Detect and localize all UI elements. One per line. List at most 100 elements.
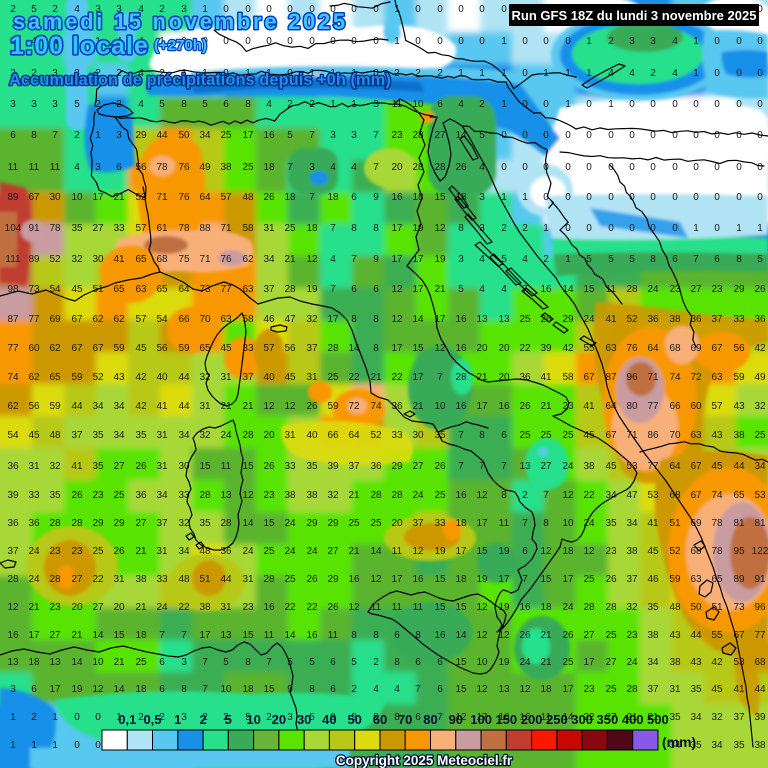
svg-text:0: 0 xyxy=(266,36,272,47)
svg-text:18: 18 xyxy=(135,630,147,641)
svg-text:12: 12 xyxy=(562,490,574,501)
svg-text:15: 15 xyxy=(242,630,254,641)
svg-text:24: 24 xyxy=(28,546,40,557)
svg-text:46: 46 xyxy=(647,574,659,585)
svg-text:15: 15 xyxy=(455,657,467,668)
svg-text:4: 4 xyxy=(138,36,144,47)
svg-text:300: 300 xyxy=(571,712,593,727)
svg-text:1: 1 xyxy=(31,740,37,751)
svg-text:0: 0 xyxy=(629,192,635,203)
svg-text:0: 0 xyxy=(650,99,656,110)
svg-text:1: 1 xyxy=(565,68,571,79)
svg-text:17: 17 xyxy=(391,343,403,354)
svg-text:8: 8 xyxy=(373,343,379,354)
svg-text:59: 59 xyxy=(113,343,125,354)
svg-text:0: 0 xyxy=(565,130,571,141)
svg-text:77: 77 xyxy=(754,630,766,641)
svg-text:37: 37 xyxy=(348,461,360,472)
svg-text:0: 0 xyxy=(693,130,699,141)
svg-text:12: 12 xyxy=(263,401,275,412)
svg-text:31: 31 xyxy=(284,430,296,441)
svg-text:3: 3 xyxy=(52,99,58,110)
svg-text:8: 8 xyxy=(458,223,464,234)
svg-text:17: 17 xyxy=(434,314,446,325)
svg-text:31: 31 xyxy=(199,401,211,412)
svg-text:8: 8 xyxy=(181,99,187,110)
svg-text:17: 17 xyxy=(199,630,211,641)
svg-text:57: 57 xyxy=(220,192,232,203)
svg-text:47: 47 xyxy=(626,490,638,501)
svg-text:42: 42 xyxy=(711,657,723,668)
svg-text:9: 9 xyxy=(373,254,379,265)
svg-text:63: 63 xyxy=(220,314,232,325)
svg-text:5: 5 xyxy=(287,130,293,141)
svg-text:34: 34 xyxy=(156,490,168,501)
svg-text:57: 57 xyxy=(263,343,275,354)
svg-text:45: 45 xyxy=(647,546,659,557)
svg-text:38: 38 xyxy=(669,657,681,668)
svg-text:19: 19 xyxy=(434,546,446,557)
svg-text:38: 38 xyxy=(754,740,766,751)
svg-text:43: 43 xyxy=(711,430,723,441)
svg-text:39: 39 xyxy=(754,712,766,723)
svg-text:16: 16 xyxy=(455,343,467,354)
svg-text:37: 37 xyxy=(156,518,168,529)
svg-text:35: 35 xyxy=(605,518,617,529)
svg-text:68: 68 xyxy=(754,657,766,668)
svg-text:98: 98 xyxy=(7,284,19,295)
svg-text:38: 38 xyxy=(626,546,638,557)
svg-text:36: 36 xyxy=(28,518,40,529)
svg-text:59: 59 xyxy=(178,343,190,354)
svg-text:4: 4 xyxy=(138,4,144,15)
svg-text:0: 0 xyxy=(757,162,763,173)
svg-text:42: 42 xyxy=(135,401,147,412)
svg-text:21: 21 xyxy=(135,602,147,613)
svg-text:26: 26 xyxy=(327,602,339,613)
svg-text:0: 0 xyxy=(565,162,571,173)
svg-text:12: 12 xyxy=(455,712,467,723)
svg-text:24: 24 xyxy=(284,518,296,529)
svg-text:48: 48 xyxy=(242,192,254,203)
svg-text:5: 5 xyxy=(351,657,357,668)
svg-text:41: 41 xyxy=(583,401,595,412)
svg-text:44: 44 xyxy=(178,401,190,412)
svg-text:0: 0 xyxy=(586,130,592,141)
svg-text:7: 7 xyxy=(351,254,357,265)
svg-text:25: 25 xyxy=(284,223,296,234)
svg-text:25: 25 xyxy=(242,162,254,173)
svg-text:0: 0 xyxy=(522,162,528,173)
svg-text:67: 67 xyxy=(71,314,83,325)
svg-text:0: 0 xyxy=(714,223,720,234)
svg-text:15: 15 xyxy=(455,602,467,613)
svg-text:62: 62 xyxy=(92,314,104,325)
svg-text:24: 24 xyxy=(220,430,232,441)
svg-text:57: 57 xyxy=(135,314,147,325)
svg-text:34: 34 xyxy=(92,401,104,412)
svg-text:21: 21 xyxy=(476,372,488,383)
svg-text:30: 30 xyxy=(178,461,190,472)
svg-text:20: 20 xyxy=(476,343,488,354)
svg-text:6: 6 xyxy=(437,657,443,668)
svg-text:67: 67 xyxy=(605,430,617,441)
svg-text:27: 27 xyxy=(135,518,147,529)
svg-text:11: 11 xyxy=(392,602,403,613)
svg-text:27: 27 xyxy=(583,630,595,641)
svg-text:48: 48 xyxy=(49,430,61,441)
svg-text:52: 52 xyxy=(626,314,638,325)
svg-text:32: 32 xyxy=(199,430,211,441)
svg-text:2: 2 xyxy=(31,68,37,79)
svg-text:12: 12 xyxy=(370,574,382,585)
svg-text:2: 2 xyxy=(266,712,272,723)
svg-text:16: 16 xyxy=(498,401,510,412)
svg-text:44: 44 xyxy=(754,684,766,695)
svg-text:13: 13 xyxy=(476,314,488,325)
svg-text:65: 65 xyxy=(113,284,125,295)
svg-text:34: 34 xyxy=(178,430,190,441)
svg-text:26: 26 xyxy=(605,574,617,585)
svg-text:4: 4 xyxy=(373,684,379,695)
svg-text:1: 1 xyxy=(501,36,507,47)
svg-text:22: 22 xyxy=(348,372,360,383)
svg-text:25: 25 xyxy=(434,490,446,501)
svg-text:44: 44 xyxy=(690,630,702,641)
svg-text:96: 96 xyxy=(626,372,638,383)
